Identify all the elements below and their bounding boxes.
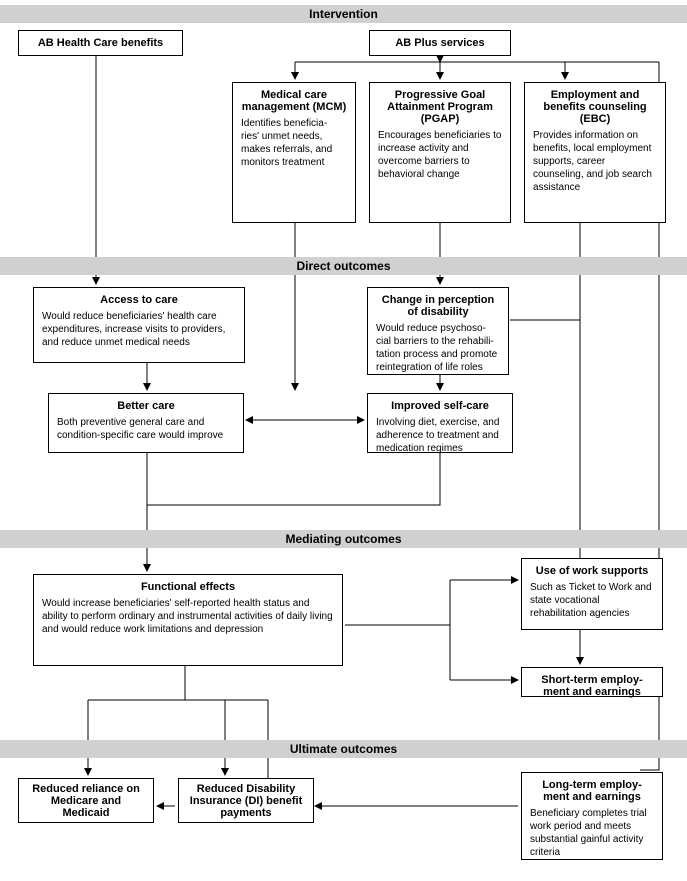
node-change-body: Would reduce psychoso- cial barriers to … bbox=[376, 322, 500, 374]
node-ebc-body: Provides information on benefits, local … bbox=[533, 129, 657, 194]
band-ultimate: Ultimate outcomes bbox=[0, 740, 687, 758]
node-worksupports-body: Such as Ticket to Work and state vocatio… bbox=[530, 581, 654, 620]
node-access: Access to care Would reduce beneficiarie… bbox=[33, 287, 245, 363]
node-ab-benefits: AB Health Care benefits bbox=[18, 30, 183, 56]
node-mcm-body: Identifies beneficia- ries' unmet needs,… bbox=[241, 117, 347, 169]
band-mediating: Mediating outcomes bbox=[0, 530, 687, 548]
node-worksupports-title: Use of work supports bbox=[530, 565, 654, 577]
node-ab-plus-title: AB Plus services bbox=[395, 37, 484, 49]
node-change: Change in perception of disability Would… bbox=[367, 287, 509, 375]
node-longterm-body: Beneficiary completes trial work period … bbox=[530, 807, 654, 859]
node-better-body: Both preventive general care and conditi… bbox=[57, 416, 235, 442]
node-ab-plus: AB Plus services bbox=[369, 30, 511, 56]
node-selfcare-title: Improved self-care bbox=[376, 400, 504, 412]
node-mcm-title: Medical care management (MCM) bbox=[241, 89, 347, 113]
node-better: Better care Both preventive general care… bbox=[48, 393, 244, 453]
node-dibenefit-title: Reduced Disability Insurance (DI) benefi… bbox=[187, 783, 305, 819]
node-shortterm-title: Short-term employ- ment and earnings bbox=[530, 674, 654, 698]
node-shortterm: Short-term employ- ment and earnings bbox=[521, 667, 663, 697]
node-ebc: Employment and benefits counseling (EBC)… bbox=[524, 82, 666, 223]
node-pgap-body: Encourages beneficiaries to increase act… bbox=[378, 129, 502, 181]
node-functional-body: Would increase beneficiaries' self-repor… bbox=[42, 597, 334, 636]
node-ebc-title: Employment and benefits counseling (EBC) bbox=[533, 89, 657, 125]
band-direct: Direct outcomes bbox=[0, 257, 687, 275]
node-pgap: Progressive Goal Attainment Program (PGA… bbox=[369, 82, 511, 223]
node-medicare: Reduced reliance on Medicare and Medicai… bbox=[18, 778, 154, 823]
node-ab-benefits-title: AB Health Care benefits bbox=[38, 37, 163, 49]
node-selfcare: Improved self-care Involving diet, exerc… bbox=[367, 393, 513, 453]
node-medicare-title: Reduced reliance on Medicare and Medicai… bbox=[27, 783, 145, 819]
node-functional-title: Functional effects bbox=[42, 581, 334, 593]
node-worksupports: Use of work supports Such as Ticket to W… bbox=[521, 558, 663, 630]
node-change-title: Change in perception of disability bbox=[376, 294, 500, 318]
node-longterm: Long-term employ- ment and earnings Bene… bbox=[521, 772, 663, 860]
node-mcm: Medical care management (MCM) Identifies… bbox=[232, 82, 356, 223]
node-functional: Functional effects Would increase benefi… bbox=[33, 574, 343, 666]
node-access-body: Would reduce beneficiaries' health care … bbox=[42, 310, 236, 349]
node-selfcare-body: Involving diet, exercise, and adherence … bbox=[376, 416, 504, 455]
node-longterm-title: Long-term employ- ment and earnings bbox=[530, 779, 654, 803]
node-better-title: Better care bbox=[57, 400, 235, 412]
node-pgap-title: Progressive Goal Attainment Program (PGA… bbox=[378, 89, 502, 125]
node-access-title: Access to care bbox=[42, 294, 236, 306]
band-intervention: Intervention bbox=[0, 5, 687, 23]
node-dibenefit: Reduced Disability Insurance (DI) benefi… bbox=[178, 778, 314, 823]
